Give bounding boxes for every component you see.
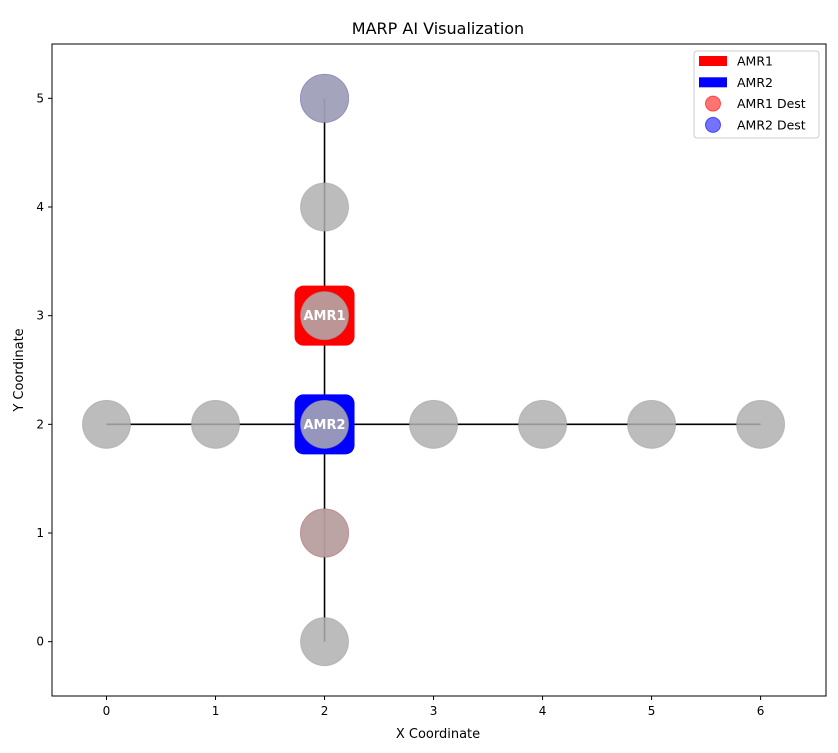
graph-node — [300, 617, 350, 667]
y-tick-label: 3 — [36, 309, 44, 323]
graph-node — [736, 399, 786, 449]
x-tick-label: 5 — [648, 704, 656, 718]
axis-ticks: 0 1 2 3 4 5 6 0 1 2 3 4 5 — [36, 91, 764, 718]
y-tick-label: 4 — [36, 200, 44, 214]
graph-node — [300, 399, 350, 449]
y-tick-label: 5 — [36, 91, 44, 105]
y-tick-label: 2 — [36, 417, 44, 431]
x-tick-label: 1 — [212, 704, 220, 718]
y-tick-label: 0 — [36, 635, 44, 649]
graph-node — [191, 399, 241, 449]
graph-node — [82, 399, 132, 449]
x-tick-label: 6 — [757, 704, 765, 718]
legend-swatch-amr1-dest — [705, 95, 721, 112]
legend: AMR1 AMR2 AMR1 Dest AMR2 Dest — [693, 50, 820, 139]
legend-label-amr1-dest: AMR1 Dest — [737, 96, 806, 111]
y-axis-label: Y Coordinate — [12, 328, 27, 412]
x-tick-label: 4 — [539, 704, 547, 718]
legend-swatch-amr2-dest — [705, 116, 721, 133]
graph-node — [300, 291, 350, 341]
graph-node — [627, 399, 677, 449]
legend-label-amr2: AMR2 — [737, 75, 773, 90]
graph-node — [518, 399, 568, 449]
agent-label-amr1: AMR1 — [304, 309, 346, 324]
legend-box — [693, 50, 820, 139]
x-axis-label: X Coordinate — [396, 727, 480, 742]
chart-title: MARP AI Visualization — [352, 19, 524, 38]
y-tick-label: 1 — [36, 526, 44, 540]
plot-frame — [51, 43, 827, 697]
x-tick-label: 2 — [321, 704, 329, 718]
x-tick-label: 0 — [103, 704, 111, 718]
plot-area: AMR1 AMR2 — [82, 73, 786, 667]
graph-node — [300, 508, 350, 558]
graph-node — [300, 73, 350, 123]
legend-label-amr2-dest: AMR2 Dest — [737, 117, 806, 132]
graph-node — [300, 182, 350, 232]
x-tick-label: 3 — [430, 704, 438, 718]
legend-label-amr1: AMR1 — [737, 54, 773, 69]
legend-swatch-amr2 — [699, 77, 727, 88]
graph-node — [409, 399, 459, 449]
agent-label-amr2: AMR2 — [304, 418, 346, 433]
legend-swatch-amr1 — [699, 56, 727, 66]
